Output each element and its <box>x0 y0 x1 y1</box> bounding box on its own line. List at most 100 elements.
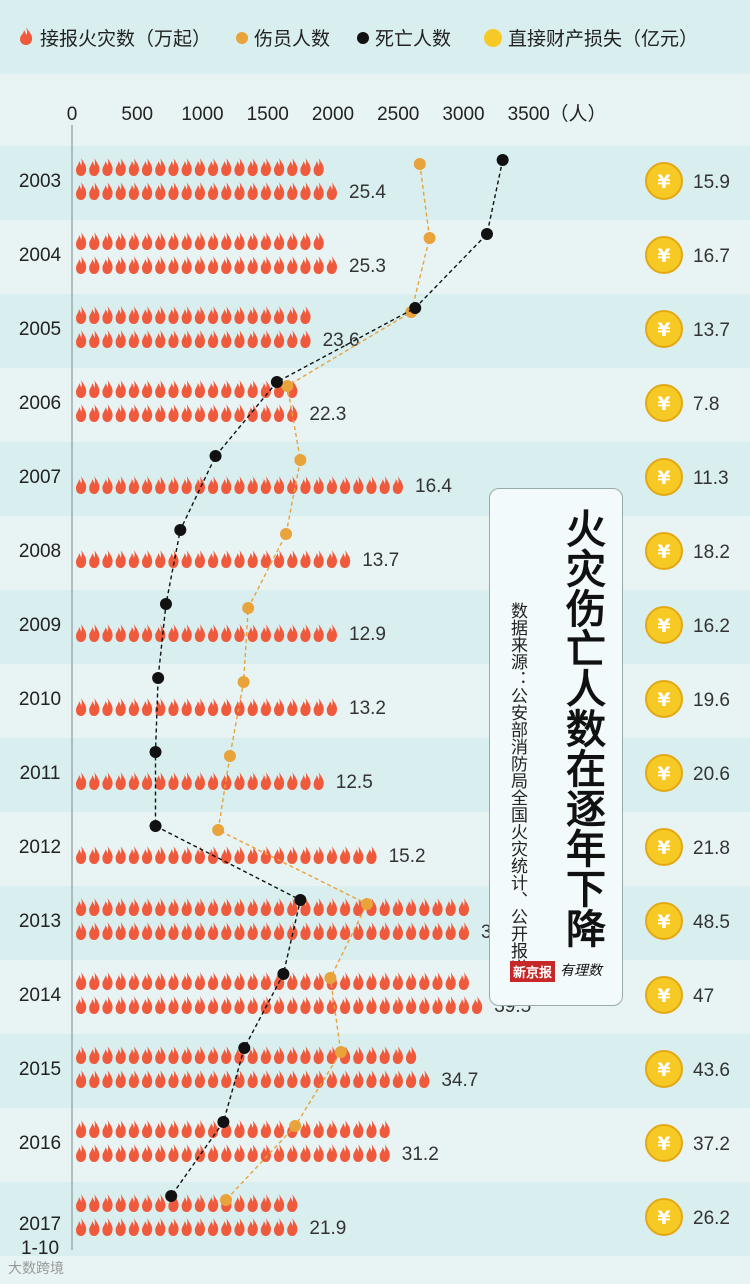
flame-mark <box>208 158 219 176</box>
flame-mark <box>340 846 351 864</box>
injured-point <box>413 158 426 170</box>
flame-mark <box>445 898 456 916</box>
flame-mark <box>379 996 390 1014</box>
flame-mark <box>142 772 153 790</box>
flame-mark <box>76 1120 87 1138</box>
coin-icon <box>645 976 683 1014</box>
flame-mark <box>353 1144 364 1162</box>
fires-value-label: 12.9 <box>349 624 386 645</box>
flame-mark <box>234 1218 245 1236</box>
flame-mark <box>194 256 205 274</box>
flame-mark <box>300 476 311 494</box>
flame-mark <box>234 476 245 494</box>
flame-mark <box>247 550 258 568</box>
flame-mark <box>260 996 271 1014</box>
flame-mark <box>340 996 351 1014</box>
year-label: 2004 <box>19 245 62 266</box>
flame-mark <box>102 476 113 494</box>
flame-mark <box>102 380 113 398</box>
flame-mark <box>76 972 87 990</box>
flame-mark <box>274 306 285 324</box>
flame-mark <box>128 1194 139 1212</box>
flame-mark <box>181 698 192 716</box>
flame-mark <box>168 1046 179 1064</box>
flame-mark <box>168 624 179 642</box>
year-label: 2005 <box>19 319 61 340</box>
fires-value-label: 21.9 <box>309 1218 346 1239</box>
flame-mark <box>89 380 100 398</box>
flame-mark <box>115 698 126 716</box>
flame-mark <box>208 1046 219 1064</box>
flame-mark <box>181 772 192 790</box>
flame-mark <box>76 182 87 200</box>
flame-mark <box>326 898 337 916</box>
legend: 接报火灾数（万起） 伤员人数 死亡人数 直接财产损失（亿元） <box>0 0 750 74</box>
coin-icon <box>645 1050 683 1088</box>
injured-point <box>223 750 236 762</box>
flame-mark <box>326 476 337 494</box>
flame-mark <box>142 698 153 716</box>
flame-mark <box>274 898 285 916</box>
flame-mark <box>115 922 126 940</box>
flame-mark <box>313 158 324 176</box>
flame-mark <box>234 182 245 200</box>
year-label: 2014 <box>19 985 62 1006</box>
loss-value-label: 16.2 <box>693 616 730 637</box>
flame-mark <box>102 624 113 642</box>
flame-mark <box>274 1194 285 1212</box>
flame-mark <box>208 256 219 274</box>
flame-mark <box>155 158 166 176</box>
flame-mark <box>115 380 126 398</box>
flame-mark <box>287 846 298 864</box>
flame-mark <box>300 550 311 568</box>
yen-symbol: ¥ <box>657 319 670 341</box>
flame-mark <box>340 1120 351 1138</box>
flame-mark <box>181 550 192 568</box>
flame-mark <box>260 550 271 568</box>
flame-mark <box>128 1218 139 1236</box>
flame-mark <box>89 624 100 642</box>
flame-mark <box>155 1218 166 1236</box>
flame-mark <box>102 972 113 990</box>
flame-mark <box>128 698 139 716</box>
flame-mark <box>102 256 113 274</box>
flame-mark <box>208 476 219 494</box>
flame-mark <box>287 624 298 642</box>
flame-mark <box>221 182 232 200</box>
flame-mark <box>76 404 87 422</box>
chart-title: 火灾伤亡人数在逐年下降 <box>559 508 605 948</box>
flame-mark <box>247 306 258 324</box>
flame-mark <box>89 698 100 716</box>
flame-mark <box>128 476 139 494</box>
injured-point <box>281 380 294 392</box>
fires-value-label: 23.6 <box>323 330 360 351</box>
flame-mark <box>234 898 245 916</box>
flame-mark <box>366 972 377 990</box>
flame-mark <box>392 898 403 916</box>
flame-mark <box>234 624 245 642</box>
flame-mark <box>313 232 324 250</box>
flame-mark <box>260 1194 271 1212</box>
flame-mark <box>76 772 87 790</box>
flame-mark <box>300 182 311 200</box>
fires-value-label: 34.7 <box>441 1070 478 1091</box>
flame-mark <box>128 380 139 398</box>
flame-mark <box>181 1046 192 1064</box>
flame-mark <box>326 624 337 642</box>
flame-mark <box>155 550 166 568</box>
flame-mark <box>89 476 100 494</box>
flame-mark <box>155 232 166 250</box>
flame-mark <box>353 996 364 1014</box>
flame-mark <box>208 624 219 642</box>
flame-mark <box>326 1070 337 1088</box>
flame-mark <box>247 846 258 864</box>
flame-mark <box>221 1120 232 1138</box>
flame-mark <box>458 972 469 990</box>
deaths-point <box>270 376 283 388</box>
deaths-point <box>277 968 290 980</box>
flame-mark <box>89 158 100 176</box>
loss-value-label: 19.6 <box>693 690 730 711</box>
coin-icon <box>645 310 683 348</box>
flame-mark <box>458 898 469 916</box>
flame-mark <box>221 330 232 348</box>
